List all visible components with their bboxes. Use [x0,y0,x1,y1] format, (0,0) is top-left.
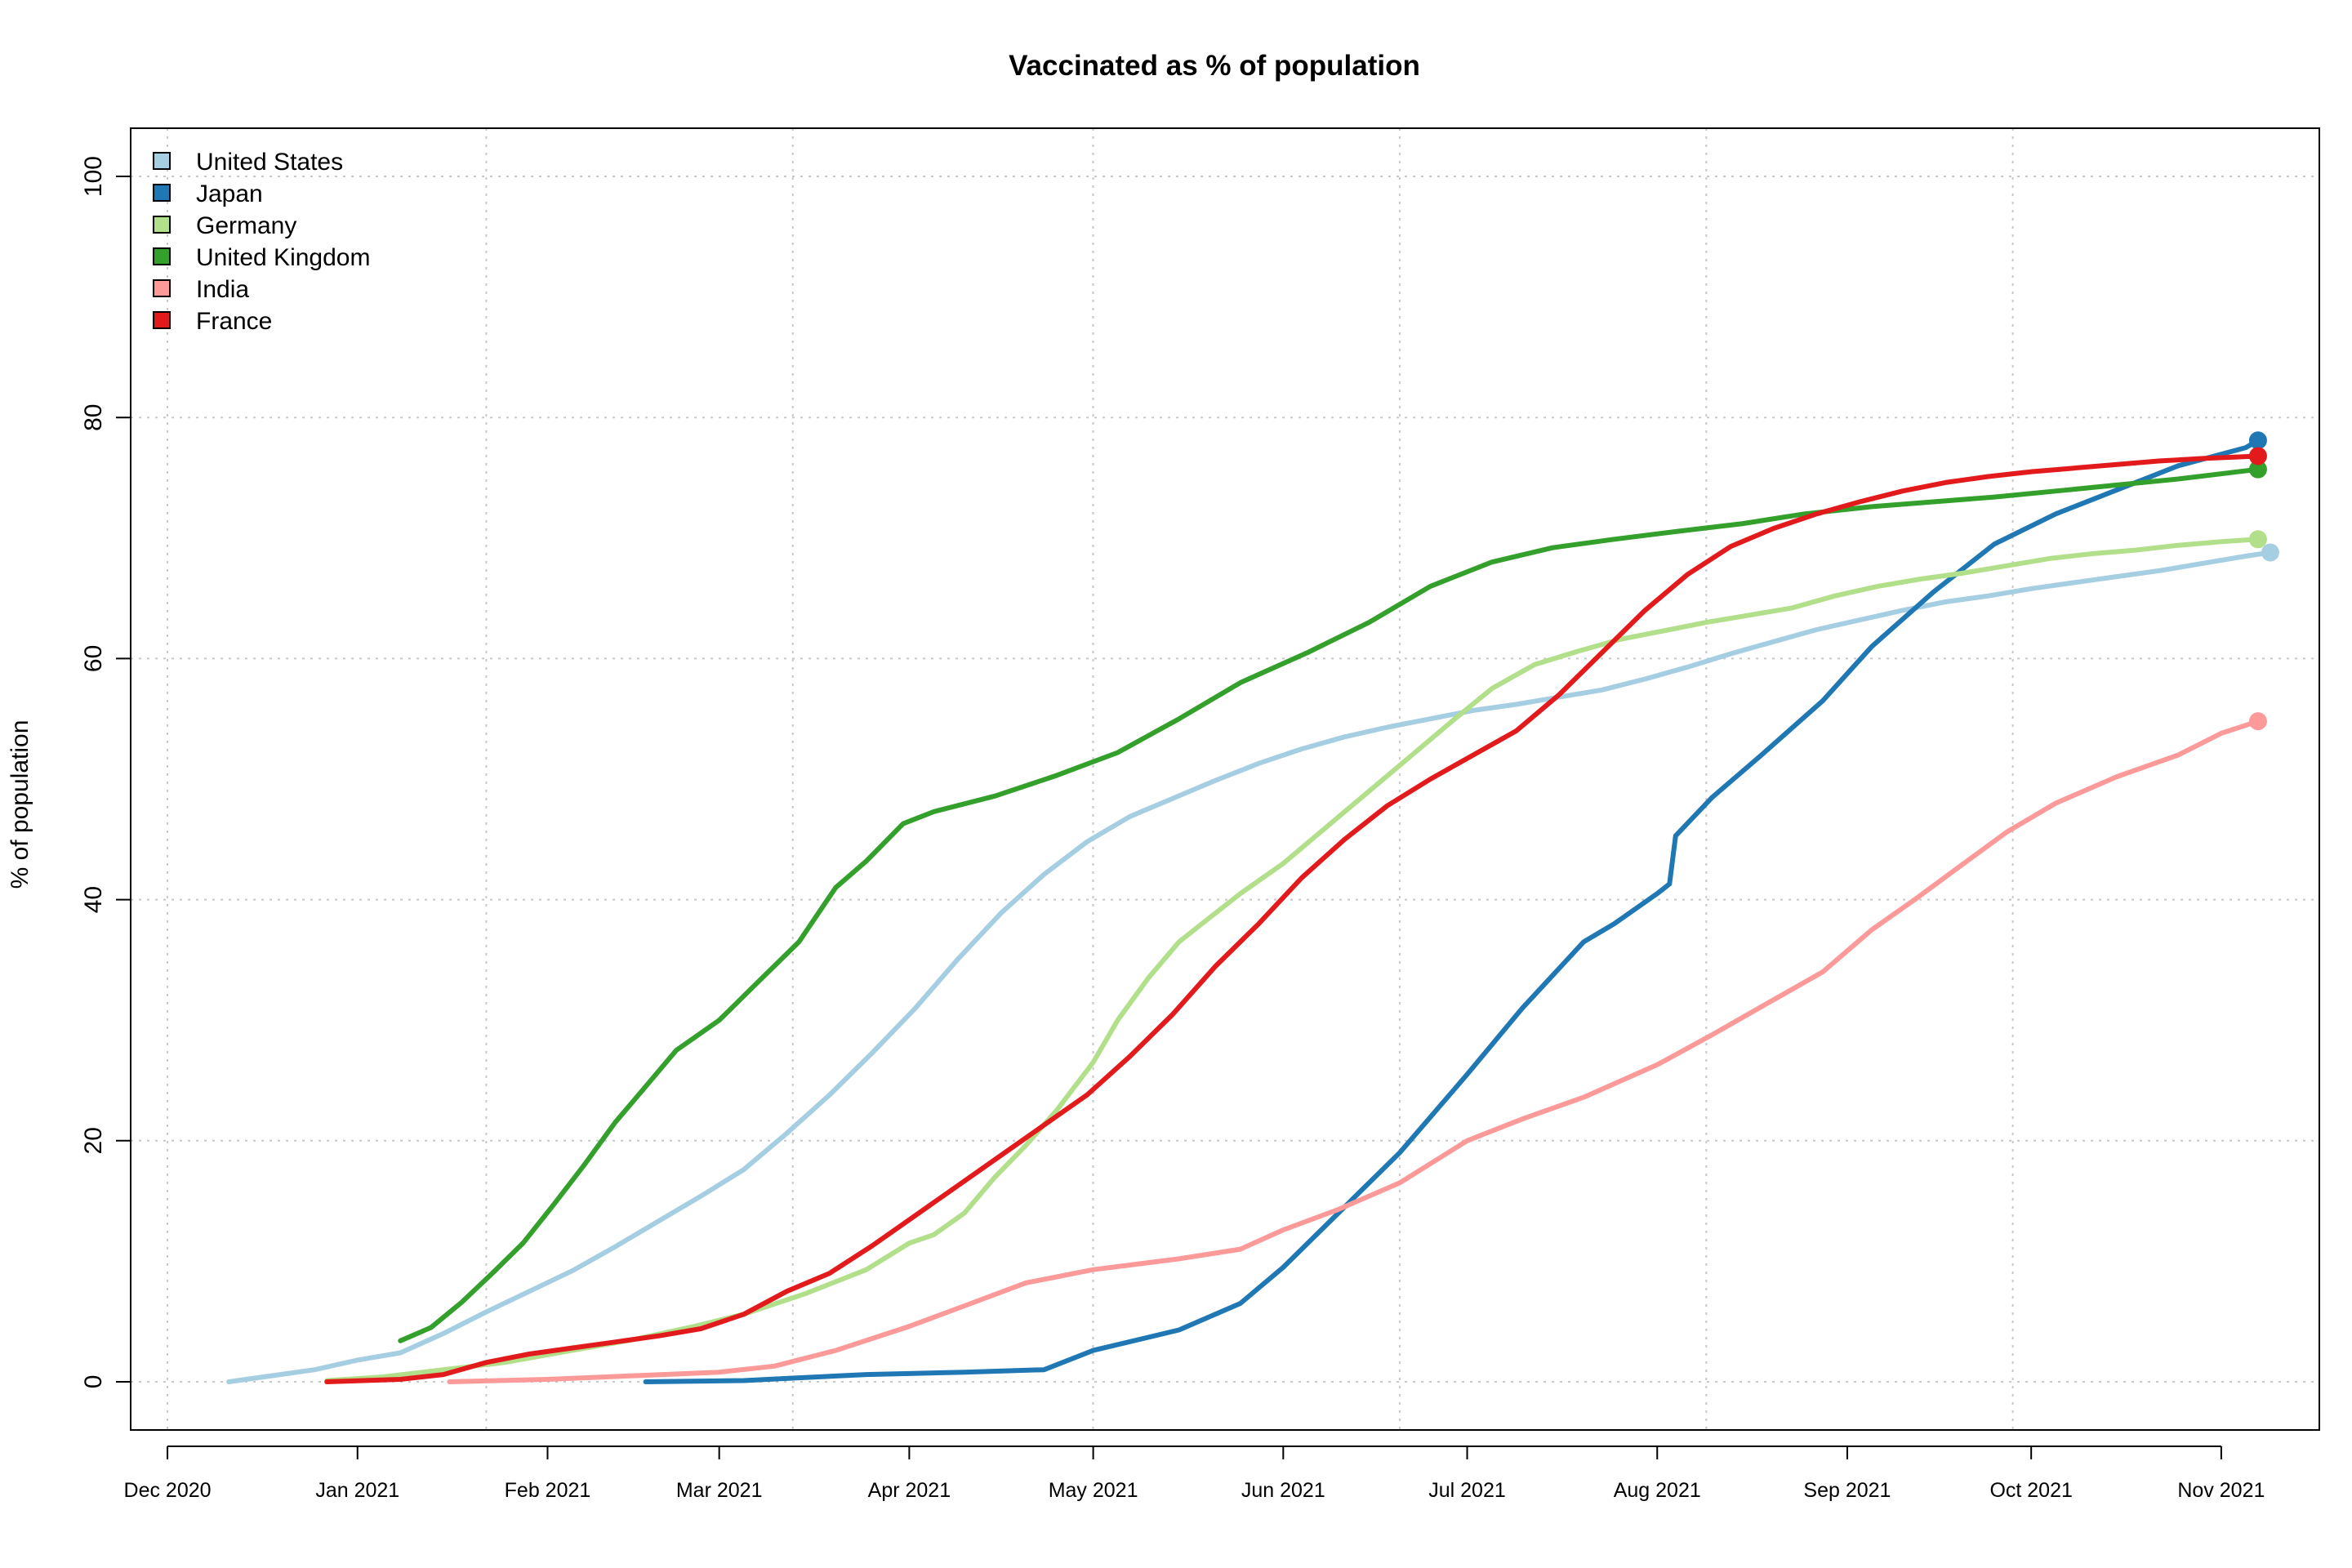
y-tick-label: 100 [80,156,107,197]
legend-label: France [196,308,272,335]
series-line-japan [643,438,2261,1384]
y-tick-label: 20 [80,1127,107,1154]
legend-swatch [153,311,171,329]
x-tick-label: May 2021 [1049,1479,1138,1502]
x-tick-label: Oct 2021 [1989,1479,2072,1502]
series-end-point-india [2248,712,2267,731]
x-tick-label: Jul 2021 [1428,1479,1506,1502]
x-tick-label: Nov 2021 [2177,1479,2265,1502]
x-tick-label: Feb 2021 [505,1479,591,1502]
legend-swatch [153,152,171,170]
x-tick-label: Apr 2021 [868,1479,951,1502]
x-tick-label: Jun 2021 [1241,1479,1325,1502]
series-line-united-kingdom [398,466,2261,1343]
series-line-united-states [226,550,2273,1384]
series-end-point-japan [2248,431,2267,450]
legend-swatch [153,184,171,202]
legend-swatch [153,279,171,297]
axes: 0 20 40 60 80 100 Dec 2020 Jan 2021 Feb 2021 Mar … [80,127,2320,1502]
series-end-point-united-kingdom [2248,460,2267,479]
legend-label: Japan [196,180,263,207]
series-lines [226,431,2279,1384]
series-end-point-germany [2248,530,2267,549]
y-tick-label: 40 [80,886,107,913]
x-tick-label: Mar 2021 [676,1479,763,1502]
legend-label: United States [196,149,343,176]
series-line-france [324,453,2261,1384]
series-end-point-united-states [2261,543,2279,562]
x-tick-label: Jan 2021 [315,1479,399,1502]
legend-label: India [196,276,249,303]
y-tick-label: 80 [80,404,107,431]
x-tick-label: Sep 2021 [1803,1479,1891,1502]
x-tick-label: Dec 2020 [124,1479,212,1502]
series-line-germany [324,537,2261,1383]
chart-title: Vaccinated as % of population [1009,50,1420,82]
grid [131,128,2320,1430]
legend-swatch [153,247,171,265]
y-axis-label: % of population [7,720,33,889]
y-tick-label: 60 [80,645,107,672]
series-line-india [447,719,2261,1384]
legend: United States Japan Germany United Kingdom I… [153,149,370,335]
y-tick-label: 0 [80,1375,107,1389]
series-end-point-france [2248,447,2267,466]
x-tick-label: Aug 2021 [1614,1479,1701,1502]
plot-frame [130,127,2320,1431]
legend-label: United Kingdom [196,244,370,271]
legend-label: Germany [196,212,296,239]
legend-swatch [153,216,171,234]
